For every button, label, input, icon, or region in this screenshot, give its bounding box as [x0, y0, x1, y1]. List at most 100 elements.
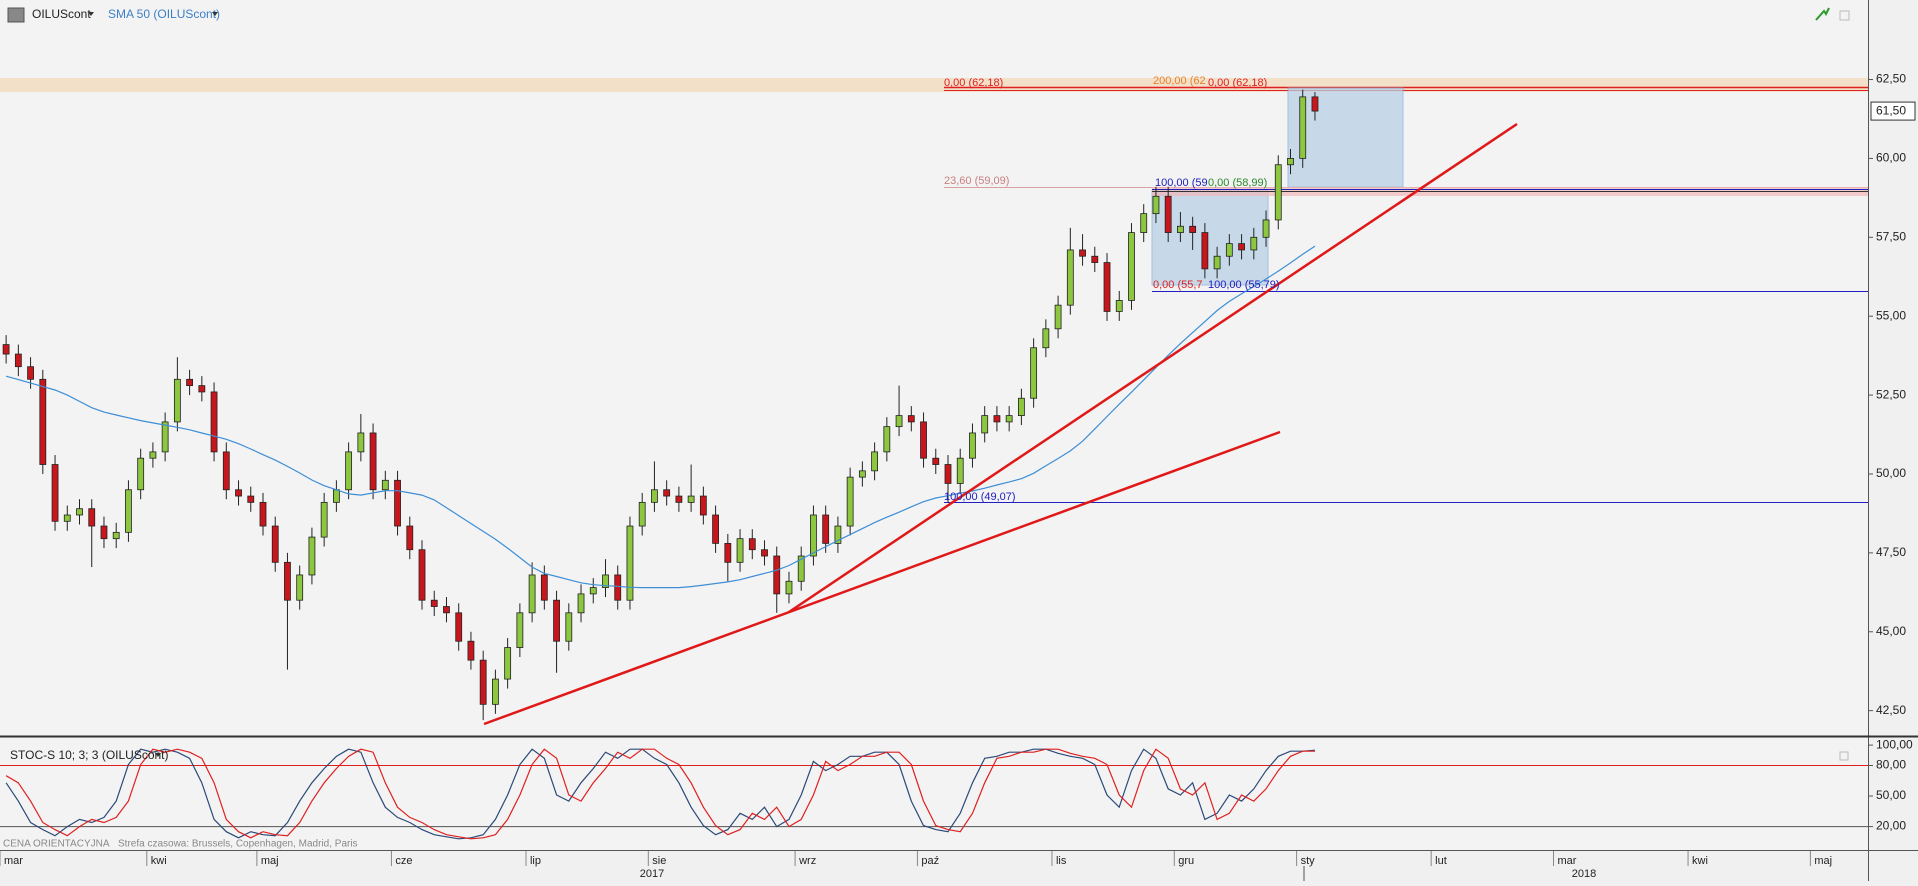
candle-body	[553, 599, 560, 642]
candle-body	[969, 432, 976, 459]
x-tick-label: cze	[395, 855, 412, 867]
candle-body	[871, 451, 879, 472]
candle-body	[736, 538, 744, 563]
candle-body	[1287, 158, 1294, 166]
line	[5, 748, 1316, 840]
candle-body	[247, 495, 255, 503]
dropdown-arrow[interactable]	[155, 753, 161, 757]
dropdown-arrow[interactable]	[212, 12, 218, 16]
candle-body	[1152, 195, 1160, 215]
candle-body	[516, 612, 524, 648]
annotation: 0,00 (62,18)	[1208, 77, 1267, 89]
indicator-name[interactable]: STOC-S 10; 3; 3 (OILUScont)	[10, 748, 169, 762]
candle-body	[675, 495, 683, 503]
candle-body	[1262, 219, 1270, 238]
candle-body	[626, 525, 634, 601]
x-tick-label: wrz	[798, 855, 816, 867]
candle-body	[1177, 225, 1184, 233]
candle-body	[1140, 213, 1148, 233]
annotation: 0,00 (58,99)	[1208, 177, 1267, 189]
candle-body	[39, 378, 47, 465]
x-tick-label: mar	[1557, 855, 1576, 867]
candle-body	[724, 542, 732, 563]
line	[5, 748, 1315, 840]
candle-body	[271, 525, 279, 563]
candle-body	[932, 457, 940, 465]
candle-body	[112, 531, 120, 540]
candle-body	[125, 489, 132, 533]
candle-body	[1091, 255, 1099, 263]
y-tick-label: 52,50	[1876, 387, 1906, 401]
candle-body	[161, 421, 169, 453]
candle-body	[284, 561, 291, 601]
candle-body	[1054, 304, 1062, 330]
candle-body	[1274, 164, 1282, 221]
candle-body	[149, 451, 157, 459]
y-tick-label: 20,00	[1876, 819, 1906, 833]
candle-body	[296, 574, 304, 601]
candle-body	[944, 464, 952, 484]
candle-body	[822, 514, 830, 544]
price-note: CENA ORIENTACYJNA	[3, 839, 110, 850]
x-tick-label: kwi	[151, 855, 167, 867]
candle-body	[858, 470, 866, 478]
y-tick-label: 57,50	[1876, 229, 1906, 243]
candle-body	[1017, 397, 1025, 416]
price-panel	[0, 0, 1868, 736]
fib-band	[0, 78, 1868, 92]
candle-body	[492, 678, 499, 705]
candle-body	[1079, 249, 1086, 257]
candle-body	[577, 593, 585, 614]
panel-icon[interactable]	[1839, 751, 1849, 761]
candle-body	[699, 495, 707, 516]
right-axis	[1869, 0, 1918, 881]
candle-body	[883, 426, 891, 453]
x-tick-label: kwi	[1692, 855, 1708, 867]
candle-body	[956, 457, 964, 484]
annotation: 23,60 (59,09)	[944, 175, 1009, 187]
candle-body	[748, 538, 756, 551]
x-tick-label: maj	[261, 855, 279, 867]
x-tick-label: lut	[1435, 855, 1447, 867]
candle-body	[357, 432, 365, 453]
candle-body	[540, 574, 548, 601]
candle-body	[614, 574, 622, 601]
candle-body	[1189, 225, 1197, 233]
candle-body	[1238, 243, 1245, 251]
candle-body	[810, 514, 817, 557]
candle-body	[1030, 347, 1038, 399]
candle-body	[186, 378, 193, 387]
instrument-name[interactable]: OILUScont	[32, 7, 91, 21]
candle-body	[1115, 300, 1123, 312]
indicator-name[interactable]: SMA 50 (OILUScont)	[108, 7, 220, 21]
y-tick-label: 80,00	[1876, 758, 1906, 772]
toolbar-icon[interactable]	[1815, 7, 1830, 21]
y-tick-label: 45,00	[1876, 624, 1906, 638]
x-tick-label: lis	[1056, 855, 1067, 867]
candle-body	[14, 353, 22, 368]
candle-body	[993, 415, 1001, 423]
trend-line	[483, 430, 1281, 726]
candle-body	[1213, 255, 1221, 270]
candle-body	[1066, 249, 1074, 306]
candle-body	[88, 508, 96, 527]
candle-body	[907, 415, 915, 423]
x-tick-label: lip	[530, 855, 541, 867]
candle-body	[100, 525, 108, 540]
annotation: 0,00 (62,18)	[944, 77, 1003, 89]
y-tick-label: 50,00	[1876, 466, 1906, 480]
candle-body	[1103, 262, 1111, 312]
y-tick-label: 60,00	[1876, 151, 1906, 165]
x-tick-label: gru	[1178, 855, 1194, 867]
y-tick-label: 100,00	[1876, 737, 1913, 751]
candle-body	[663, 489, 671, 497]
y-tick-label: 62,50	[1876, 72, 1906, 86]
dropdown-arrow[interactable]	[88, 12, 94, 16]
candle-body	[430, 599, 438, 607]
instrument-icon[interactable]	[7, 7, 25, 23]
candle-body	[687, 495, 695, 503]
candle-body	[1201, 232, 1209, 270]
x-tick-label: paź	[921, 855, 939, 867]
toolbar-icon[interactable]	[1839, 10, 1850, 21]
fib-box	[1287, 87, 1404, 188]
